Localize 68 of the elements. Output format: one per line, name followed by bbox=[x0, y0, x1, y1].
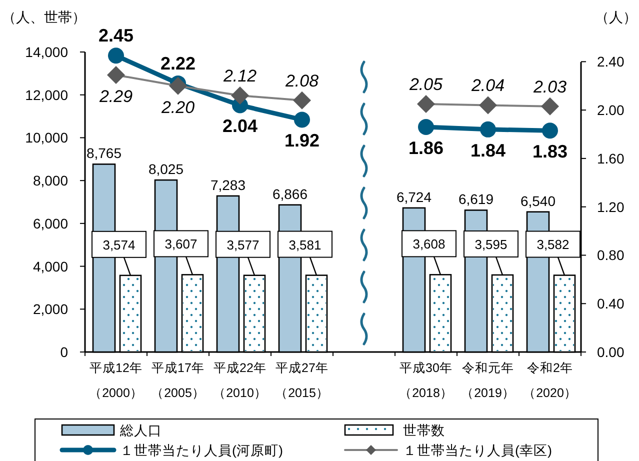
y2-tick-label: 1.20 bbox=[597, 198, 624, 215]
x-tick-label: 平成22年（2010） bbox=[213, 361, 267, 400]
data-label: 8,765 bbox=[86, 145, 122, 162]
y2-tick-label: 1.60 bbox=[597, 150, 624, 166]
point bbox=[231, 86, 249, 105]
data-label: 6,724 bbox=[396, 188, 432, 205]
y-tick-label: 4,000 bbox=[32, 258, 68, 274]
data-label: 1.84 bbox=[470, 140, 506, 160]
data-label: 2.45 bbox=[98, 26, 134, 46]
data-label: 3,608 bbox=[412, 236, 446, 252]
data-label: 3,577 bbox=[226, 237, 260, 252]
data-label: 6,866 bbox=[272, 186, 308, 202]
data-label: 7,283 bbox=[210, 176, 246, 193]
data-label: 1.83 bbox=[532, 142, 568, 162]
point bbox=[107, 66, 125, 84]
x-tick-label: 平成30年（2018） bbox=[399, 361, 453, 400]
data-label: 2.04 bbox=[222, 116, 258, 136]
point bbox=[294, 112, 310, 128]
point bbox=[169, 76, 187, 95]
data-label: 3,595 bbox=[474, 236, 508, 252]
data-label: 2.05 bbox=[408, 75, 444, 94]
data-label: 3,574 bbox=[102, 237, 136, 252]
y2-tick-label: 0.80 bbox=[597, 247, 624, 264]
data-label: 6,619 bbox=[458, 191, 494, 208]
point bbox=[418, 119, 434, 135]
x-tick-label: 令和2年（2020） bbox=[523, 361, 577, 400]
data-label: 6,540 bbox=[520, 192, 556, 209]
point bbox=[480, 121, 496, 138]
y2-tick-label: 0.00 bbox=[597, 344, 624, 360]
point bbox=[542, 122, 558, 139]
data-label: 8,025 bbox=[148, 161, 184, 178]
y-tick-label: 6,000 bbox=[32, 215, 68, 232]
x-tick-label: 平成12年（2000） bbox=[89, 361, 143, 400]
data-label: 2.29 bbox=[98, 86, 134, 106]
legend-label: １世帯当たり人員(河原町) bbox=[120, 443, 283, 458]
data-label: 2.03 bbox=[532, 77, 568, 96]
y-tick-label: 0 bbox=[60, 344, 68, 360]
data-label: 2.04 bbox=[470, 76, 505, 96]
y2-axis-title: （人） bbox=[595, 9, 637, 25]
data-label: 3,581 bbox=[288, 237, 322, 252]
data-label: 2.08 bbox=[284, 71, 320, 90]
x-tick-label: 平成27年（2015） bbox=[275, 361, 329, 400]
data-label: 2.20 bbox=[160, 98, 196, 117]
legend-label: １世帯当たり人員(幸区) bbox=[403, 443, 552, 458]
point bbox=[108, 48, 124, 64]
x-tick-label: 令和元年（2019） bbox=[461, 361, 515, 400]
y-tick-label: 14,000 bbox=[25, 44, 68, 60]
data-label: 2.22 bbox=[160, 53, 196, 74]
data-label: 3,582 bbox=[536, 237, 570, 252]
y-tick-label: 10,000 bbox=[25, 130, 68, 146]
y-axis-title: （人、世帯） bbox=[2, 9, 86, 25]
legend-label: 総人口 bbox=[119, 423, 162, 438]
point bbox=[479, 96, 497, 114]
y2-tick-label: 0.40 bbox=[597, 296, 624, 312]
data-label: 1.86 bbox=[408, 138, 444, 158]
y-tick-label: 12,000 bbox=[25, 86, 68, 103]
data-label: 3,607 bbox=[164, 236, 198, 252]
y2-tick-label: 2.40 bbox=[597, 54, 624, 70]
x-tick-label: 平成17年（2005） bbox=[151, 361, 205, 400]
y-tick-label: 8,000 bbox=[32, 172, 68, 189]
data-label: 2.12 bbox=[222, 66, 258, 86]
y-tick-label: 2,000 bbox=[32, 301, 68, 318]
data-label: 1.92 bbox=[284, 130, 320, 151]
point bbox=[417, 95, 435, 114]
point bbox=[541, 97, 559, 116]
y2-tick-label: 2.00 bbox=[597, 102, 624, 118]
point bbox=[293, 91, 311, 110]
legend-label: 世帯数 bbox=[403, 423, 445, 438]
